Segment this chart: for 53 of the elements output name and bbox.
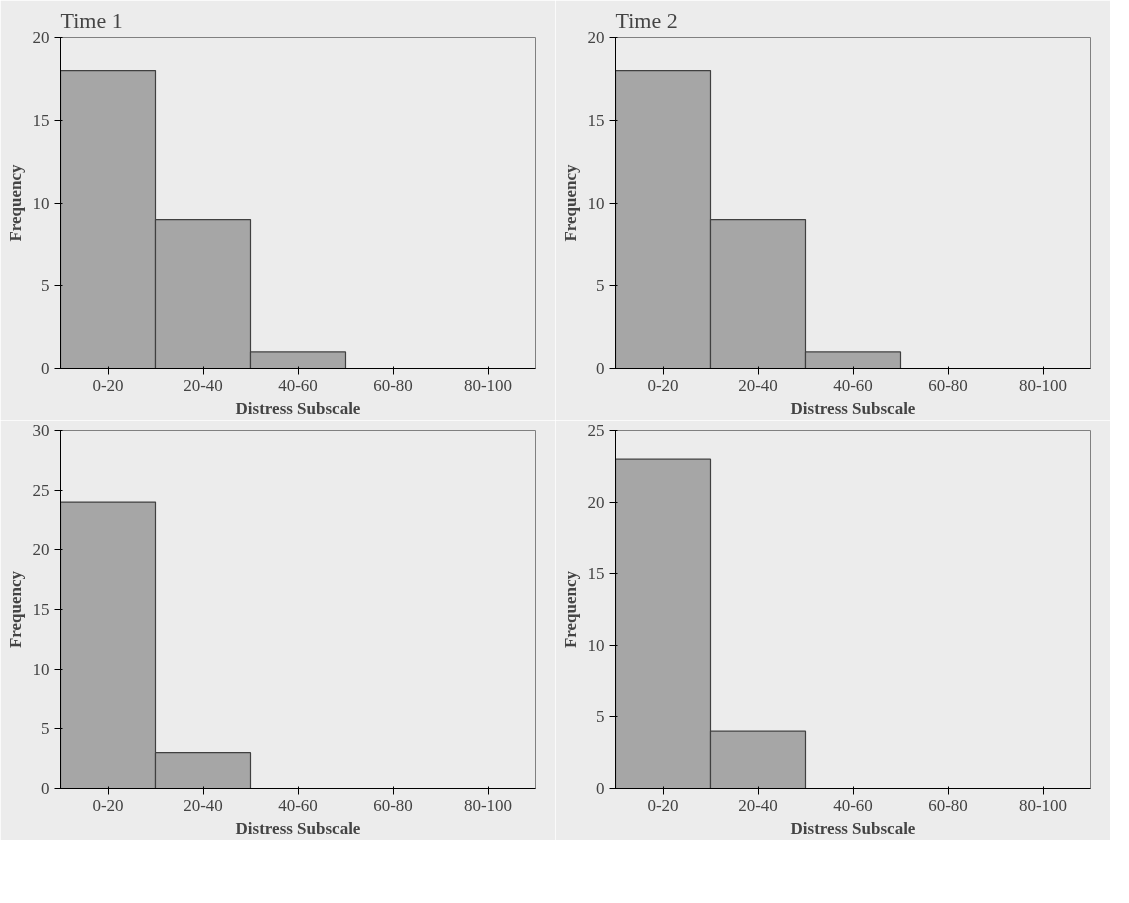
y-tick-label: 10 xyxy=(32,659,50,679)
y-tick-label: 5 xyxy=(41,276,50,296)
y-tick-label: 5 xyxy=(596,276,605,296)
x-tick-label: 80-100 xyxy=(463,795,513,815)
x-tick-label: 80-100 xyxy=(463,375,513,395)
y-tick-label: 5 xyxy=(41,719,50,739)
y-tick-label: 15 xyxy=(587,564,605,584)
y-tick-label: 20 xyxy=(32,540,50,560)
y-tick-label: 0 xyxy=(596,779,605,798)
x-tick-label: 20-40 xyxy=(738,375,778,395)
x-axis-title: Distress Subscale xyxy=(790,398,916,418)
y-tick-label: 20 xyxy=(32,28,50,47)
y-axis-title: Frequency xyxy=(560,570,580,649)
y-tick-label: 10 xyxy=(32,193,50,213)
x-tick-label: 0-20 xyxy=(92,795,124,815)
x-tick-label: 60-80 xyxy=(373,375,413,395)
y-tick-label: 25 xyxy=(587,421,605,440)
x-tick-label: 40-60 xyxy=(833,375,873,395)
x-tick-label: 80-100 xyxy=(1018,375,1068,395)
x-tick-label: 20-40 xyxy=(183,795,223,815)
y-tick-label: 15 xyxy=(32,600,50,619)
y-tick-label: 5 xyxy=(596,707,605,727)
x-axis-title: Distress Subscale xyxy=(235,818,361,838)
x-tick-label: 40-60 xyxy=(278,375,318,395)
y-axis-title: Frequency xyxy=(560,163,580,242)
x-axis-title: Distress Subscale xyxy=(790,818,916,838)
y-tick-label: 20 xyxy=(587,28,605,47)
y-tick-label: 0 xyxy=(41,779,50,798)
y-tick-label: 0 xyxy=(41,359,50,378)
x-tick-label: 0-20 xyxy=(92,375,124,395)
y-tick-label: 10 xyxy=(587,193,605,213)
x-tick-label: 60-80 xyxy=(928,375,968,395)
y-tick-label: 25 xyxy=(32,480,50,500)
y-axis-title: Frequency xyxy=(5,570,25,649)
y-tick-label: 0 xyxy=(596,359,605,378)
x-axis-title: Distress Subscale xyxy=(235,398,361,418)
chart-title: Time 2 xyxy=(615,7,678,33)
y-axis-title: Frequency xyxy=(5,163,25,242)
x-tick-label: 60-80 xyxy=(373,795,413,815)
x-tick-label: 0-20 xyxy=(647,375,679,395)
y-tick-label: 20 xyxy=(587,492,605,512)
y-tick-label: 15 xyxy=(587,110,605,130)
x-tick-label: 40-60 xyxy=(833,795,873,815)
x-tick-label: 20-40 xyxy=(738,795,778,815)
y-tick-label: 10 xyxy=(587,635,605,655)
x-tick-label: 40-60 xyxy=(278,795,318,815)
y-tick-label: 15 xyxy=(32,110,50,130)
chart-title: Time 1 xyxy=(60,7,123,33)
x-tick-label: 20-40 xyxy=(183,375,223,395)
x-tick-label: 80-100 xyxy=(1018,795,1068,815)
y-tick-label: 30 xyxy=(32,421,50,440)
x-tick-label: 0-20 xyxy=(647,795,679,815)
x-tick-label: 60-80 xyxy=(928,795,968,815)
